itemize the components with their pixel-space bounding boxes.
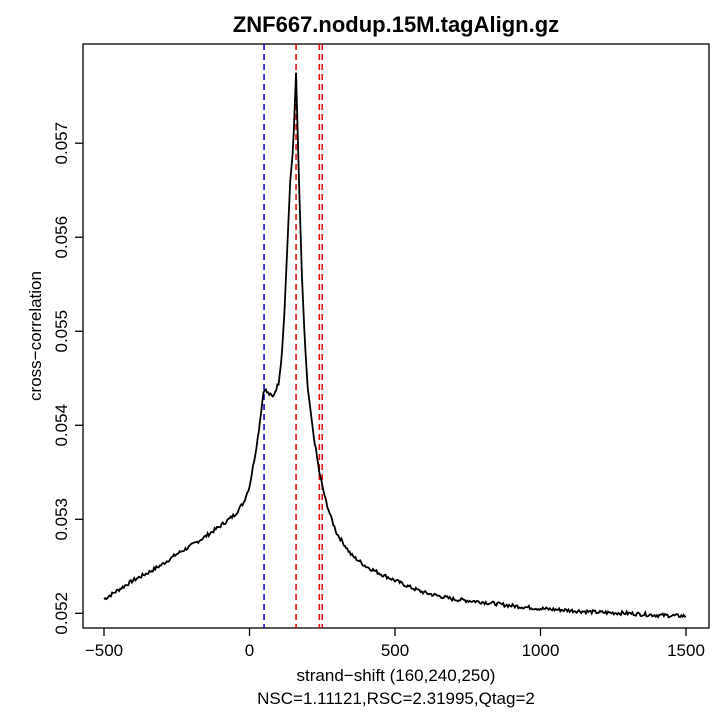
x-axis: −500 0 500 1000 1500: [85, 628, 705, 660]
chart-title: ZNF667.nodup.15M.tagAlign.gz: [233, 12, 559, 37]
x-tick-label-0: −500: [85, 641, 123, 660]
y-tick-label-4: 0.056: [52, 216, 71, 259]
y-tick-label-5: 0.057: [52, 122, 71, 165]
series-group: [103, 72, 687, 619]
plot-frame: [82, 43, 710, 629]
y-tick-label-2: 0.054: [52, 404, 71, 447]
y-tick-label-0: 0.052: [52, 592, 71, 635]
x-tick-label-2: 500: [381, 641, 409, 660]
y-axis-label: cross−correlation: [26, 271, 45, 401]
chart-subtitle: NSC=1.11121,RSC=2.31995,Qtag=2: [257, 689, 535, 708]
x-tick-label-1: 0: [245, 641, 254, 660]
x-tick-label-3: 1000: [522, 641, 560, 660]
y-axis: 0.052 0.053 0.054 0.055 0.056 0.057: [52, 122, 83, 635]
series-line-0: [103, 72, 687, 619]
x-axis-label: strand−shift (160,240,250): [297, 666, 496, 685]
y-tick-label-3: 0.055: [52, 310, 71, 353]
y-tick-label-1: 0.053: [52, 498, 71, 541]
reference-lines: [263, 44, 324, 628]
x-tick-label-4: 1500: [667, 641, 705, 660]
